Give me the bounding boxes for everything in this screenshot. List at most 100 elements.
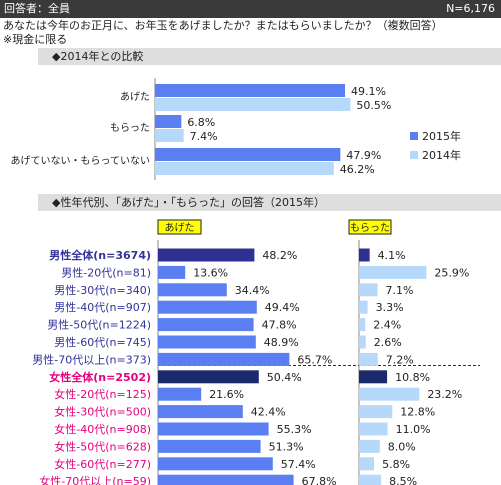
received-value-label: 23.2% [427,388,462,401]
gave-bar [158,283,227,297]
comparison-value-label: 50.5% [356,99,391,112]
received-bar [359,283,378,297]
received-value-label: 25.9% [434,266,469,279]
breakdown-category-label: 女性-30代(n=500) [54,405,151,419]
gave-bar [158,405,243,419]
gave-value-label: 55.3% [277,423,312,436]
section-breakdown-title: ◆性年代別、「あげた」・「もらった」の回答（2015年） [38,194,501,211]
comparison-value-label: 6.8% [187,116,215,129]
comparison-value-label: 46.2% [340,163,375,176]
comparison-category-label: あげた [120,91,150,103]
comparison-bar-2015 [155,148,341,161]
received-bar [359,457,375,471]
breakdown-category-label: 女性-60代(n=277) [54,457,151,471]
comparison-bar-2015 [155,84,346,97]
gave-value-label: 67.8% [302,475,337,485]
gave-bar [158,422,269,436]
gave-bar [158,474,294,485]
gave-value-label: 13.6% [193,266,228,279]
comparison-bar-2015 [155,115,182,128]
received-bar [359,405,393,419]
received-bar [359,370,388,384]
gave-bar [158,352,290,366]
gave-value-label: 48.2% [262,249,297,262]
panel-tag-gave [157,219,202,235]
breakdown-category-label: 女性全体(n=2502) [49,370,151,384]
breakdown-category-label: 男性-50代(n=1224) [47,318,151,332]
received-value-label: 5.8% [382,458,410,471]
comparison-value-label: 47.9% [346,149,381,162]
received-bar [359,387,420,401]
received-value-label: 7.2% [386,353,414,366]
received-value-label: 10.8% [395,371,430,384]
received-value-label: 4.1% [378,249,406,262]
breakdown-category-label: 男性-40代(n=907) [54,300,151,314]
panel-tag-received-label: もらった [350,222,390,234]
gave-value-label: 50.4% [267,371,302,384]
received-bar [359,265,427,279]
breakdown-category-label: 男性-30代(n=340) [54,283,151,297]
note-text: ※現金に限る [3,33,68,46]
received-value-label: 7.1% [385,284,413,297]
gave-value-label: 47.8% [262,319,297,332]
received-bar [359,335,366,349]
sample-size-label: N=6,176 [446,2,495,15]
respondents-label: 回答者：全員 [4,2,70,15]
gave-bar [158,265,186,279]
gave-bar [158,300,257,314]
header-bar: 回答者：全員 N=6,176 [0,0,501,18]
gave-bar [158,335,256,349]
comparison-value-label: 49.1% [351,85,386,98]
gave-bar [158,457,273,471]
section-comparison-title: ◆2014年との比較 [38,48,501,65]
received-bar [359,300,368,314]
received-value-label: 12.8% [400,406,435,419]
comparison-bar-2014 [155,129,184,142]
legend-swatch-2015 [410,132,418,140]
comparison-value-label: 7.4% [190,130,218,143]
gave-value-label: 42.4% [251,406,286,419]
received-bar [359,474,382,485]
breakdown-category-label: 女性-20代(n=125) [54,387,151,401]
panel-tag-received [348,219,392,235]
breakdown-category-label: 男性-60代(n=745) [54,335,151,349]
gave-value-label: 48.9% [264,336,299,349]
received-value-label: 8.5% [389,475,417,485]
gave-value-label: 34.4% [235,284,270,297]
breakdown-category-label: 女性-50代(n=628) [54,439,151,453]
gave-bar [158,439,261,453]
gave-value-label: 51.3% [269,440,304,453]
breakdown-category-label: 女性-40代(n=908) [54,422,151,436]
received-value-label: 11.0% [396,423,431,436]
received-value-label: 8.0% [388,440,416,453]
received-value-label: 2.4% [373,319,401,332]
gave-bar [158,318,254,332]
gave-value-label: 65.7% [297,353,332,366]
breakdown-category-label: 男性-70代以上(n=373) [32,352,151,366]
received-value-label: 2.6% [374,336,402,349]
gave-bar [158,370,259,384]
comparison-bar-2014 [155,98,351,111]
question-text: あなたは今年のお正月に、お年玉をあげましたか？またはもらいましたか？（複数回答） [3,19,443,32]
breakdown-category-label: 男性全体(n=3674) [49,248,151,262]
received-bar [359,318,366,332]
comparison-category-label: もらった [110,122,150,134]
gave-value-label: 49.4% [265,301,300,314]
received-value-label: 3.3% [376,301,404,314]
received-bar [359,248,370,262]
legend-label: 2015年 [422,129,461,143]
panel-tag-gave-label: あげた [165,222,195,234]
received-bar [359,439,380,453]
gave-value-label: 57.4% [281,458,316,471]
gave-bar [158,248,255,262]
breakdown-category-label: 女性-70代以上(n=59) [39,474,151,485]
received-bar [359,422,388,436]
legend-swatch-2014 [410,151,418,159]
comparison-bar-2014 [155,162,334,175]
gave-bar [158,387,202,401]
received-bar [359,352,378,366]
legend-label: 2014年 [422,148,461,162]
gave-value-label: 21.6% [209,388,244,401]
breakdown-category-label: 男性-20代(n=81) [61,265,151,279]
